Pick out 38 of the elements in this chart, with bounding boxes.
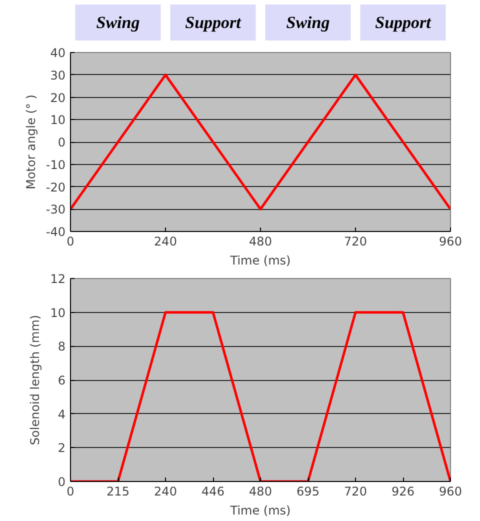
x-tick-label: 240 [154,234,177,248]
y-tick-label: 4 [58,407,66,422]
x-axis-title: Time (ms) [229,504,291,518]
x-tick-label: 720 [344,234,367,248]
text: Swing [286,13,330,32]
y-tick-label: 10 [50,113,66,128]
x-tick-label: 240 [154,484,177,498]
x-tick-label: 960 [439,484,462,498]
y-tick-label: -40 [46,225,66,239]
x-axis-title: Time (ms) [229,254,291,268]
y-tick-label: 12 [50,272,66,286]
y-tick-label: 40 [50,46,66,60]
y-tick-label: 0 [58,136,66,150]
y-tick-label: 2 [58,441,66,456]
x-tick-label: 215 [106,484,130,498]
y-tick-label: 0 [58,475,66,489]
y-tick-label: 6 [58,374,66,388]
y-tick-label: -10 [46,158,66,172]
x-tick-label: 720 [344,484,367,498]
x-tick-label: 926 [392,484,414,498]
x-tick-label: 960 [439,234,462,248]
x-tick-label: 446 [202,484,224,498]
y-axis-title: Motor angle (° ) [24,94,38,190]
y-tick-label: 8 [58,340,66,354]
y-tick-label: 20 [50,90,66,105]
text: Support [185,13,242,32]
y-tick-label: 10 [50,306,66,320]
y-tick-label: -20 [46,180,66,194]
x-tick-label: 695 [296,484,320,498]
x-tick-label: 480 [249,484,272,498]
text: Swing [96,13,140,32]
text: Support [375,13,432,32]
y-axis-title: Solenoid length (mm) [28,314,42,446]
x-tick-label: 0 [66,234,74,248]
y-tick-label: 30 [50,68,66,82]
y-tick-label: -30 [46,202,66,217]
x-tick-label: 480 [249,234,272,248]
x-tick-label: 0 [66,484,74,498]
